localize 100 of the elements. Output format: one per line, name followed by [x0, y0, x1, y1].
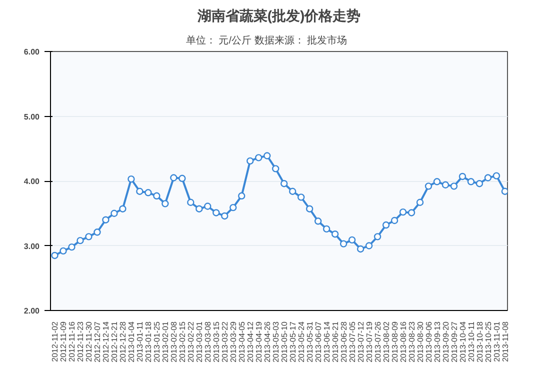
- x-tick-label: 2013-08-23: [408, 320, 417, 362]
- y-tick-label: 5.00: [24, 112, 40, 122]
- x-tick-label: 2013-10-04: [458, 320, 468, 362]
- x-tick-label: 2013-05-10: [280, 320, 290, 362]
- point: [433, 178, 441, 186]
- x-tick-label: 2013-06-14: [322, 320, 332, 362]
- chart-subtitle: 单位： 元/公斤 数据来源： 批发市场: [186, 34, 348, 46]
- point: [187, 198, 194, 206]
- point: [230, 204, 237, 212]
- point: [264, 152, 271, 160]
- point: [424, 182, 432, 190]
- point: [51, 252, 58, 260]
- x-tick-label: 2013-02-15: [178, 320, 188, 362]
- point: [288, 188, 296, 195]
- x-tick-label: 2013-05-03: [272, 320, 281, 362]
- point: [458, 172, 466, 180]
- x-tick-label: 2013-05-17: [288, 320, 298, 362]
- x-tick-label: 2013-08-16: [399, 320, 408, 362]
- point: [212, 209, 220, 216]
- x-tick-label: 2013-09-27: [450, 320, 459, 362]
- point: [128, 175, 135, 183]
- point: [382, 221, 390, 229]
- x-tick-label: 2012-12-21: [110, 320, 120, 362]
- x-tick-label: 2012-11-09: [59, 320, 68, 362]
- point: [60, 247, 67, 255]
- y-tick-label: 6.00: [24, 48, 40, 56]
- x-tick-label: 2013-04-19: [254, 320, 264, 362]
- x-tick-label: 2012-12-28: [118, 320, 128, 362]
- point: [246, 157, 254, 165]
- x-tick-label: 2013-07-26: [374, 320, 383, 362]
- point: [255, 154, 262, 162]
- x-tick-label: 2013-03-01: [195, 320, 204, 362]
- x-tick-label: 2013-03-08: [204, 320, 213, 362]
- x-tick-label: 2013-09-13: [432, 320, 442, 362]
- x-tick-label: 2013-01-04: [127, 320, 136, 362]
- point: [162, 200, 169, 208]
- point: [331, 230, 339, 238]
- point: [85, 233, 92, 240]
- x-tick-label: 2013-07-12: [356, 320, 366, 362]
- point: [314, 218, 322, 225]
- x-tick-label: 2012-11-16: [68, 320, 77, 362]
- point: [196, 205, 203, 212]
- point: [238, 192, 246, 200]
- x-tick-label: 2013-06-21: [331, 320, 340, 362]
- point: [306, 205, 314, 212]
- x-tick-label: 2013-04-05: [238, 320, 247, 362]
- x-tick-label: 2013-03-29: [229, 320, 238, 362]
- x-tick-label: 2013-07-05: [348, 320, 358, 362]
- x-tick-label: 2013-04-26: [263, 320, 272, 362]
- x-tick-label: 2013-01-11: [136, 320, 145, 362]
- x-tick-label: 2013-08-30: [416, 320, 426, 362]
- point: [348, 236, 356, 244]
- point: [280, 180, 288, 188]
- x-tick-label: 2012-12-07: [93, 320, 102, 362]
- point: [484, 174, 492, 182]
- point: [356, 245, 364, 253]
- point: [136, 188, 144, 195]
- x-tick-label: 2013-05-24: [297, 320, 306, 362]
- point: [476, 180, 484, 188]
- x-tick-label: 2013-10-11: [466, 320, 476, 362]
- point: [102, 216, 110, 224]
- y-tick-label: 4.00: [24, 177, 40, 186]
- point: [144, 189, 152, 196]
- point: [365, 242, 373, 250]
- x-tick-label: 2013-11-08: [500, 320, 510, 362]
- point: [416, 198, 424, 206]
- point: [221, 212, 228, 220]
- point: [374, 233, 382, 240]
- point: [119, 205, 126, 212]
- chart-title: 湖南省蔬菜(批发)价格走势: [196, 8, 361, 24]
- point: [442, 181, 450, 188]
- point: [450, 182, 458, 190]
- x-tick-label: 2013-03-15: [212, 320, 222, 362]
- point: [501, 188, 508, 195]
- point: [340, 240, 348, 248]
- x-tick-label: 2013-02-22: [186, 320, 196, 362]
- x-tick-label: 2012-11-30: [84, 320, 94, 362]
- x-tick-label: 2013-09-06: [424, 320, 434, 362]
- x-tick-label: 2013-02-01: [161, 320, 170, 362]
- point: [178, 174, 186, 182]
- point: [204, 202, 212, 210]
- point: [399, 208, 407, 216]
- x-tick-label: 2012-11-23: [76, 320, 86, 362]
- point: [408, 209, 416, 216]
- point: [170, 174, 178, 182]
- x-tick-label: 2012-12-14: [102, 320, 111, 362]
- x-tick-label: 2013-10-25: [484, 320, 493, 362]
- x-tick-label: 2013-06-28: [340, 320, 349, 362]
- point: [68, 243, 76, 251]
- x-tick-label: 2013-05-31: [306, 320, 315, 362]
- x-tick-label: 2013-10-18: [475, 320, 484, 362]
- x-tick-label: 2013-01-18: [144, 320, 154, 362]
- x-tick-label: 2013-06-07: [314, 320, 324, 362]
- point: [492, 172, 500, 180]
- x-tick-label: 2013-03-22: [220, 320, 230, 362]
- x-tick-label: 2013-02-08: [170, 320, 179, 362]
- x-tick-label: 2013-09-20: [441, 320, 450, 362]
- x-tick-label: 2013-08-09: [390, 320, 400, 362]
- point: [467, 178, 475, 186]
- y-tick-label: 2.00: [24, 306, 40, 316]
